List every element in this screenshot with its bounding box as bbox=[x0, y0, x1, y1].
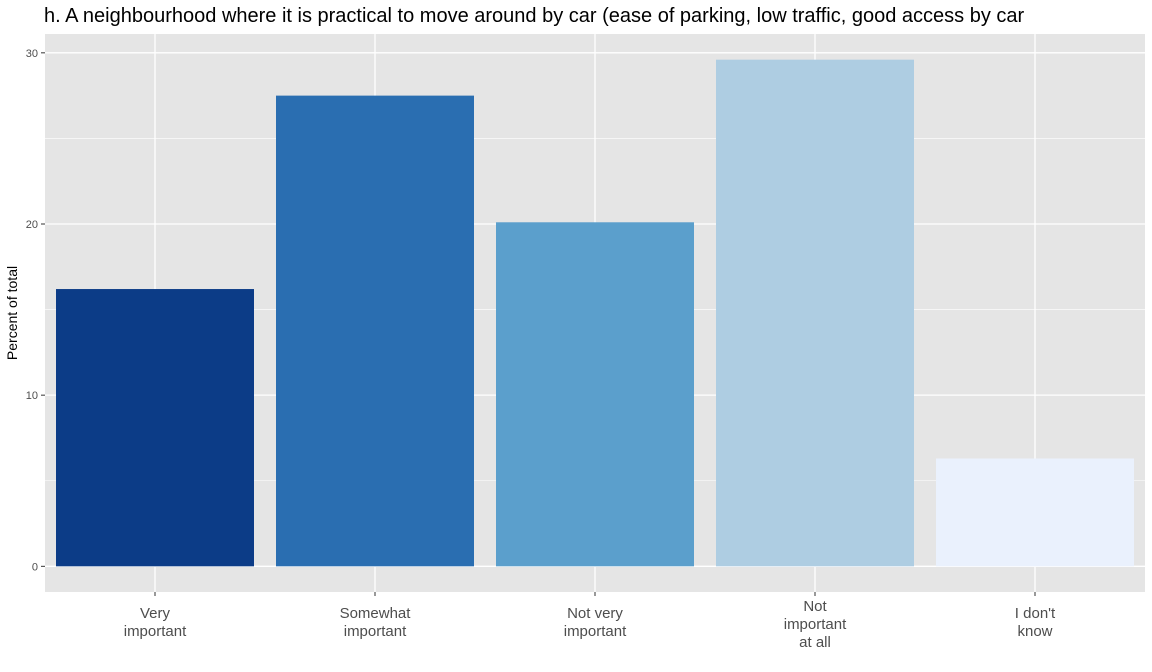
bar bbox=[276, 95, 474, 567]
bar bbox=[716, 59, 914, 567]
x-tick-label: Not important at all bbox=[784, 598, 847, 651]
x-tick-label-line: important bbox=[784, 616, 847, 633]
x-tick-label: Not very important bbox=[564, 605, 627, 640]
x-tick-label-line: important bbox=[124, 623, 187, 640]
x-tick-label-line: at all bbox=[799, 634, 831, 651]
x-tick-label-line: Very bbox=[140, 605, 171, 622]
x-tick-label-line: know bbox=[1017, 623, 1052, 640]
bar bbox=[936, 458, 1134, 567]
x-tick-label-line: Somewhat bbox=[340, 605, 412, 622]
y-axis: 0 10 20 30 bbox=[26, 48, 45, 573]
y-axis-label: Percent of total bbox=[4, 266, 20, 360]
x-tick-label-line: I don't bbox=[1015, 605, 1056, 622]
x-tick-label-line: important bbox=[564, 623, 627, 640]
bar bbox=[496, 222, 694, 567]
y-tick-label: 0 bbox=[32, 561, 38, 573]
chart-title: h. A neighbourhood where it is practical… bbox=[44, 5, 1025, 27]
x-tick-label: I don't know bbox=[1015, 605, 1056, 640]
bars bbox=[56, 59, 1134, 567]
bar bbox=[56, 289, 254, 567]
x-tick-label-line: Not very bbox=[567, 605, 623, 622]
y-tick-label: 10 bbox=[26, 390, 38, 402]
x-tick-label-line: important bbox=[344, 623, 407, 640]
y-tick-label: 20 bbox=[26, 219, 38, 231]
x-tick-label-line: Not bbox=[803, 598, 827, 615]
y-tick-label: 30 bbox=[26, 48, 38, 60]
x-tick-label: Very important bbox=[124, 605, 187, 640]
x-tick-label: Somewhat important bbox=[340, 605, 412, 640]
